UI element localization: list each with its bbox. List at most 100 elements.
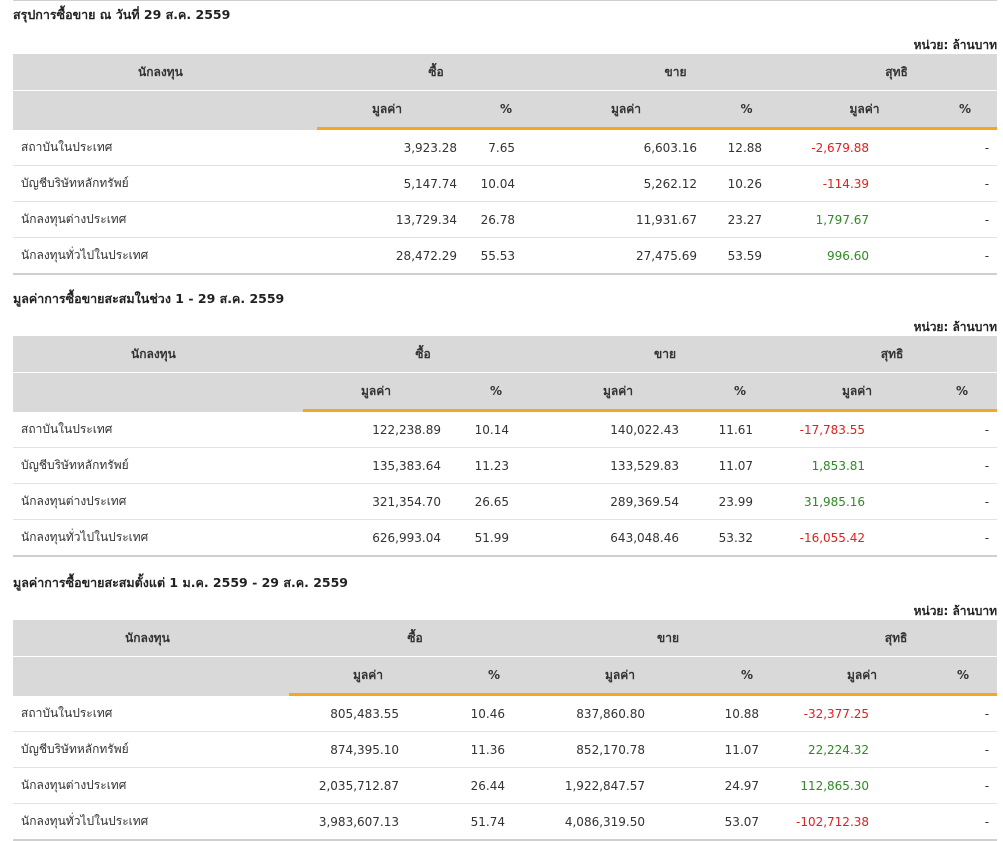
sell-pct-cell: 10.26 (697, 165, 797, 202)
investor-name-cell: บัญชีบริษัทหลักทรัพย์ (13, 165, 317, 202)
col-sell-value-header: มูลค่า (543, 372, 694, 412)
daily-summary-section: สรุปการซื้อขาย ณ วันที่ 29 ส.ค. 2559 หน่… (13, 5, 998, 275)
col-net-value-header: มูลค่า (787, 372, 928, 412)
col-net-pct-header: % (929, 656, 998, 696)
header-spacer (13, 90, 317, 130)
col-net-value-header: มูลค่า (796, 90, 934, 130)
buy-pct-cell: 55.53 (457, 237, 556, 275)
table-row: บัญชีบริษัทหลักทรัพย์ 5,147.74 10.04 5,262.… (13, 165, 998, 202)
net-pct-cell: - (933, 201, 998, 238)
net-pct-cell: - (933, 128, 998, 166)
buy-pct-cell: 10.14 (449, 410, 544, 448)
table-row: นักลงทุนต่างประเทศ 2,035,712.87 26.44 1,922… (13, 767, 998, 804)
investor-name-cell: นักลงทุนต่างประเทศ (13, 483, 303, 520)
net-value-cell: -102,712.38 (795, 803, 930, 841)
investor-name-cell: บัญชีบริษัทหลักทรัพย์ (13, 731, 289, 768)
sell-value-cell: 5,262.12 (555, 165, 698, 202)
col-investor-header: นักลงทุน (13, 54, 317, 91)
col-buy-header: ซื้อ (303, 336, 544, 373)
net-value-cell: 1,797.67 (796, 201, 934, 238)
col-net-header: สุทธิ (795, 620, 998, 657)
net-pct-cell: - (929, 803, 998, 841)
net-value-cell: 996.60 (796, 237, 934, 275)
investor-name-cell: นักลงทุนต่างประเทศ (13, 201, 317, 238)
col-net-value-header: มูลค่า (795, 656, 930, 696)
col-sell-header: ขาย (555, 54, 797, 91)
net-pct-cell: - (929, 694, 998, 732)
investor-name-cell: สถาบันในประเทศ (13, 410, 303, 448)
sell-value-cell: 643,048.46 (543, 519, 694, 557)
investor-name-cell: นักลงทุนทั่วไปในประเทศ (13, 237, 317, 275)
sell-value-cell: 6,603.16 (555, 128, 698, 166)
top-divider (13, 0, 997, 1)
sell-pct-cell: 11.07 (699, 731, 796, 768)
col-net-header: สุทธิ (796, 54, 998, 91)
col-sell-value-header: มูลค่า (541, 656, 700, 696)
sell-pct-cell: 11.07 (693, 447, 788, 484)
col-investor-header: นักลงทุน (13, 620, 289, 657)
net-pct-cell: - (927, 483, 998, 520)
sell-value-cell: 4,086,319.50 (541, 803, 700, 841)
buy-pct-cell: 26.44 (447, 767, 542, 804)
sell-pct-cell: 23.99 (693, 483, 788, 520)
section-title: สรุปการซื้อขาย ณ วันที่ 29 ส.ค. 2559 (13, 7, 231, 22)
sell-pct-cell: 23.27 (697, 201, 797, 238)
net-pct-cell: - (927, 447, 998, 484)
col-buy-value-header: มูลค่า (289, 656, 447, 696)
net-pct-cell: - (933, 165, 998, 202)
sell-value-cell: 1,922,847.57 (541, 767, 700, 804)
investor-name-cell: นักลงทุนต่างประเทศ (13, 767, 289, 804)
buy-value-cell: 122,238.89 (303, 410, 449, 448)
sell-value-cell: 11,931.67 (555, 201, 698, 238)
buy-value-cell: 135,383.64 (303, 447, 449, 484)
net-pct-cell: - (929, 767, 998, 804)
ytd-cumulative-section: มูลค่าการซื้อขายสะสมตั้งแต่ 1 ม.ค. 2559 … (13, 573, 998, 841)
col-buy-value-header: มูลค่า (303, 372, 449, 412)
buy-value-cell: 805,483.55 (289, 694, 447, 732)
sell-value-cell: 133,529.83 (543, 447, 694, 484)
buy-value-cell: 321,354.70 (303, 483, 449, 520)
sell-pct-cell: 24.97 (699, 767, 796, 804)
sell-pct-cell: 11.61 (693, 410, 788, 448)
net-pct-cell: - (927, 519, 998, 557)
buy-pct-cell: 26.78 (457, 201, 556, 238)
sell-value-cell: 289,369.54 (543, 483, 694, 520)
net-value-cell: -32,377.25 (795, 694, 930, 732)
monthly-cumulative-section: มูลค่าการซื้อขายสะสมในช่วง 1 - 29 ส.ค. 2… (13, 289, 998, 557)
net-value-cell: 31,985.16 (787, 483, 928, 520)
sell-value-cell: 837,860.80 (541, 694, 700, 732)
table-row: นักลงทุนต่างประเทศ 13,729.34 26.78 11,931.6… (13, 201, 998, 238)
buy-value-cell: 5,147.74 (317, 165, 457, 202)
net-value-cell: -2,679.88 (796, 128, 934, 166)
table-row: สถาบันในประเทศ 805,483.55 10.46 837,860.80 1… (13, 694, 998, 732)
net-pct-cell: - (933, 237, 998, 275)
col-buy-pct-header: % (449, 372, 544, 412)
table-row: นักลงทุนต่างประเทศ 321,354.70 26.65 289,369… (13, 483, 998, 520)
header-spacer (13, 656, 289, 696)
buy-pct-cell: 51.99 (449, 519, 544, 557)
summary-table: นักลงทุน ซื้อ ขาย สุทธิ มูลค่า % มูลค่า … (13, 620, 998, 841)
buy-pct-cell: 11.23 (449, 447, 544, 484)
buy-pct-cell: 26.65 (449, 483, 544, 520)
unit-label: หน่วย: ล้านบาท (913, 320, 997, 334)
investor-name-cell: นักลงทุนทั่วไปในประเทศ (13, 803, 289, 841)
col-net-pct-header: % (927, 372, 998, 412)
sell-value-cell: 852,170.78 (541, 731, 700, 768)
col-sell-header: ขาย (543, 336, 788, 373)
net-value-cell: -16,055.42 (787, 519, 928, 557)
buy-pct-cell: 51.74 (447, 803, 542, 841)
col-buy-header: ซื้อ (317, 54, 556, 91)
col-buy-header: ซื้อ (289, 620, 542, 657)
investor-name-cell: สถาบันในประเทศ (13, 128, 317, 166)
col-investor-header: นักลงทุน (13, 336, 303, 373)
table-row: สถาบันในประเทศ 122,238.89 10.14 140,022.43 1… (13, 410, 998, 448)
header-spacer (13, 372, 303, 412)
buy-value-cell: 874,395.10 (289, 731, 447, 768)
col-sell-pct-header: % (693, 372, 788, 412)
buy-pct-cell: 7.65 (457, 128, 556, 166)
col-sell-pct-header: % (699, 656, 796, 696)
net-pct-cell: - (927, 410, 998, 448)
buy-value-cell: 2,035,712.87 (289, 767, 447, 804)
section-title: มูลค่าการซื้อขายสะสมตั้งแต่ 1 ม.ค. 2559 … (13, 575, 348, 590)
net-value-cell: 112,865.30 (795, 767, 930, 804)
